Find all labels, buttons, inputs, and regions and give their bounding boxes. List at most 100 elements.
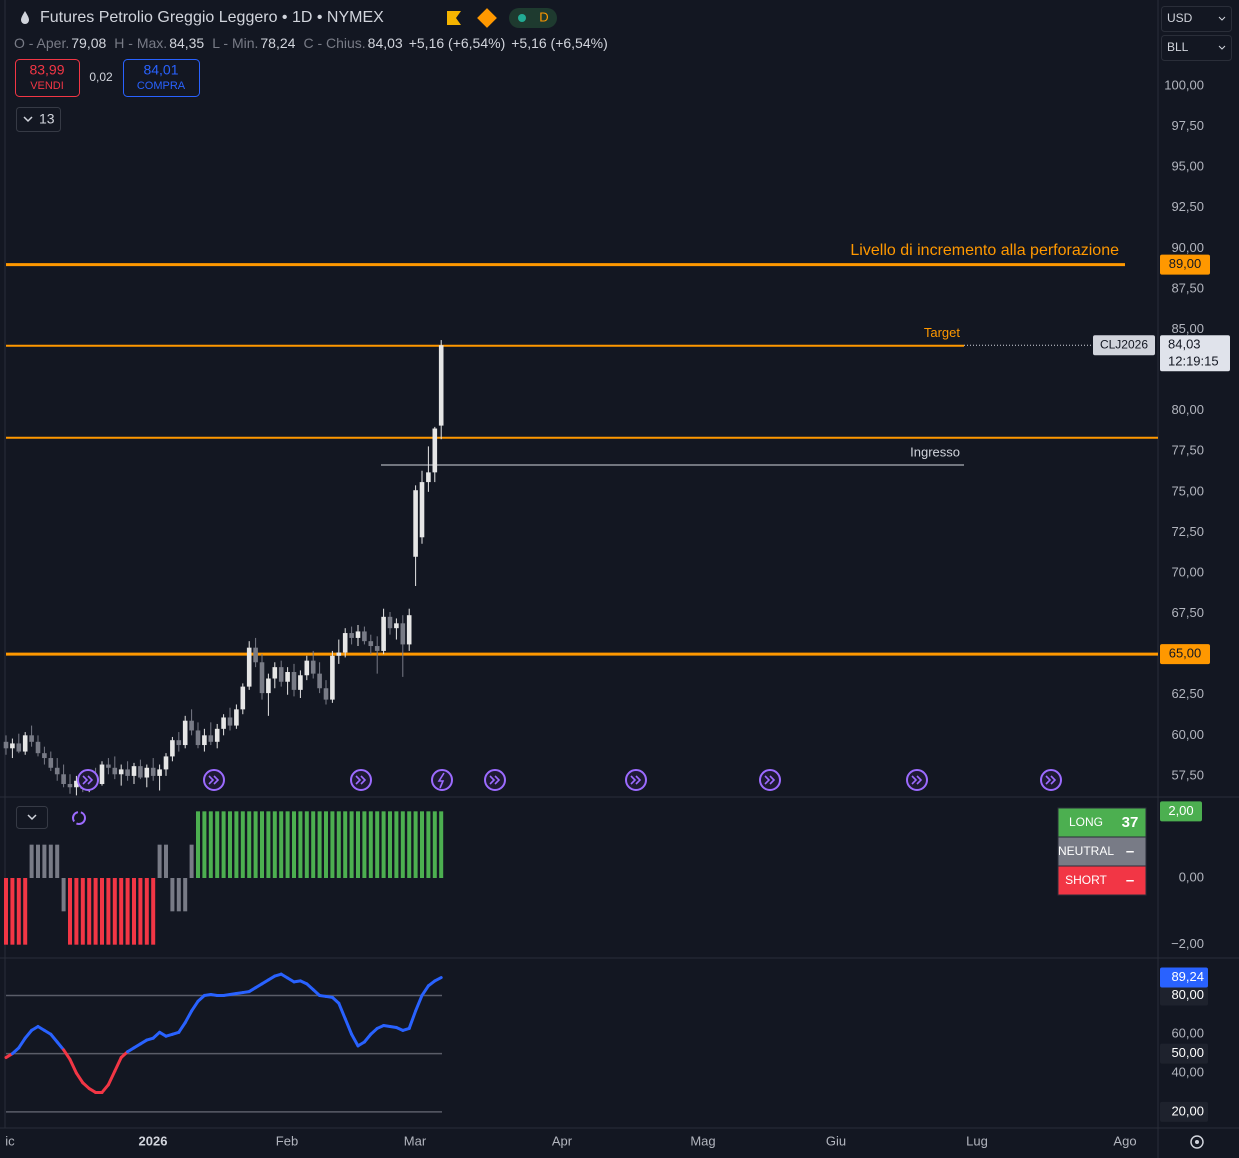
ohlc-value: 84,03 bbox=[368, 35, 403, 51]
level-annotation: Livello di incremento alla perforazione bbox=[850, 242, 1119, 259]
signal-bar bbox=[36, 844, 40, 878]
signal-bar bbox=[336, 811, 341, 878]
buy-price: 84,01 bbox=[143, 62, 178, 78]
symbol-box bbox=[1093, 335, 1155, 356]
indicators-toggle[interactable] bbox=[16, 107, 61, 132]
event-glyph bbox=[437, 772, 445, 789]
change: +5,16 (+6,54%) bbox=[409, 35, 506, 51]
price-tick-label: 95,00 bbox=[1171, 159, 1204, 174]
signal-bar bbox=[112, 878, 117, 945]
signal-bar bbox=[55, 844, 60, 878]
oscillator-line bbox=[362, 1032, 373, 1044]
signal-bar bbox=[228, 811, 232, 878]
sell-button[interactable] bbox=[15, 59, 80, 97]
candle-body bbox=[3, 741, 9, 749]
signal-row bbox=[1057, 865, 1147, 896]
candle-body bbox=[240, 686, 246, 710]
signal-count: – bbox=[1126, 843, 1134, 860]
signal-bar bbox=[138, 878, 143, 945]
signal-bar bbox=[106, 878, 111, 945]
candle-body bbox=[144, 767, 150, 778]
candle-body bbox=[368, 641, 374, 647]
signal-bar bbox=[215, 811, 220, 878]
settings-icon[interactable] bbox=[1190, 1135, 1204, 1149]
candle-body bbox=[138, 766, 143, 778]
signal-bar bbox=[375, 811, 380, 878]
spread: 0,02 bbox=[89, 70, 113, 84]
signal-bar bbox=[292, 811, 296, 878]
event-icon[interactable] bbox=[431, 769, 453, 791]
time-axis-label: Giu bbox=[826, 1133, 846, 1148]
flag-icon[interactable] bbox=[447, 11, 461, 25]
signal-bar bbox=[93, 878, 98, 945]
signal-bar bbox=[298, 811, 303, 878]
candle-body bbox=[349, 633, 354, 638]
candle-body bbox=[246, 647, 252, 687]
candle-body bbox=[227, 717, 233, 726]
price-tick-label: 90,00 bbox=[1171, 240, 1204, 255]
indicator-count: 13 bbox=[39, 111, 55, 127]
chevron bbox=[1218, 16, 1226, 21]
candle-body bbox=[406, 615, 412, 645]
signal-bar bbox=[221, 811, 226, 878]
signal-bar bbox=[74, 878, 79, 945]
currency-select[interactable] bbox=[1161, 6, 1232, 32]
price-tick-label: 60,00 bbox=[1171, 727, 1204, 742]
oscillator-line bbox=[23, 1028, 34, 1040]
candle-body bbox=[157, 769, 162, 776]
candle-body bbox=[362, 631, 367, 642]
ohlc-value: 84,35 bbox=[169, 35, 204, 51]
pane-toggle[interactable] bbox=[16, 806, 48, 829]
price-tick-label: 57,50 bbox=[1171, 767, 1204, 782]
signal-bar bbox=[317, 811, 322, 878]
signal-bar bbox=[285, 811, 290, 878]
candle-body bbox=[426, 472, 431, 483]
time-axis-label: Mag bbox=[690, 1133, 715, 1148]
signal-bar bbox=[119, 878, 124, 945]
price-tick-label: 70,00 bbox=[1171, 564, 1204, 579]
unit-select[interactable] bbox=[1161, 35, 1232, 61]
candle-body bbox=[170, 740, 175, 757]
signal-bar bbox=[29, 844, 34, 878]
signal-bar bbox=[183, 878, 188, 912]
signal-label: NEUTRAL bbox=[1058, 844, 1114, 858]
signal-bar bbox=[253, 811, 258, 878]
ohlc-value: 78,24 bbox=[260, 35, 295, 51]
candle-body bbox=[150, 767, 156, 776]
time-axis-label: Apr bbox=[552, 1133, 573, 1148]
signal-bar bbox=[42, 844, 47, 878]
buy-button[interactable] bbox=[123, 59, 200, 97]
diamond-icon[interactable] bbox=[477, 8, 497, 28]
candle-body bbox=[304, 660, 310, 676]
badge[interactable] bbox=[509, 8, 557, 28]
candle-body bbox=[182, 720, 188, 746]
currency: USD bbox=[1167, 11, 1193, 25]
signal-bar bbox=[439, 811, 444, 878]
time-axis-label: Mar bbox=[404, 1133, 427, 1148]
candle-body bbox=[48, 758, 54, 768]
signal-bar bbox=[234, 811, 239, 878]
event-glyph bbox=[630, 775, 642, 785]
candle-body bbox=[234, 709, 239, 726]
last-value-box bbox=[1160, 801, 1202, 822]
price-tick-label: 60,00 bbox=[1171, 1026, 1204, 1041]
tick-box bbox=[1160, 1043, 1208, 1064]
price-tick-label: 40,00 bbox=[1171, 1064, 1204, 1079]
oscillator-line bbox=[55, 1040, 66, 1052]
signal-bar bbox=[68, 878, 72, 945]
price-tick-label: 85,00 bbox=[1171, 321, 1204, 336]
event-glyph bbox=[1045, 775, 1057, 785]
signal-bar bbox=[343, 811, 348, 878]
symbol-title[interactable]: Futures Petrolio Greggio Leggero • 1D • … bbox=[40, 9, 384, 26]
signal-bar bbox=[304, 811, 309, 878]
candle-body bbox=[22, 735, 28, 752]
oscillator-line bbox=[337, 1001, 347, 1021]
signal-bar bbox=[125, 878, 130, 945]
candle-body bbox=[118, 769, 124, 775]
signal-bar bbox=[164, 844, 168, 878]
chevron bbox=[27, 814, 37, 821]
signal-row bbox=[1057, 836, 1147, 867]
refresh-icon[interactable] bbox=[72, 811, 86, 825]
ohlc-label: C - Chius. bbox=[303, 35, 365, 51]
